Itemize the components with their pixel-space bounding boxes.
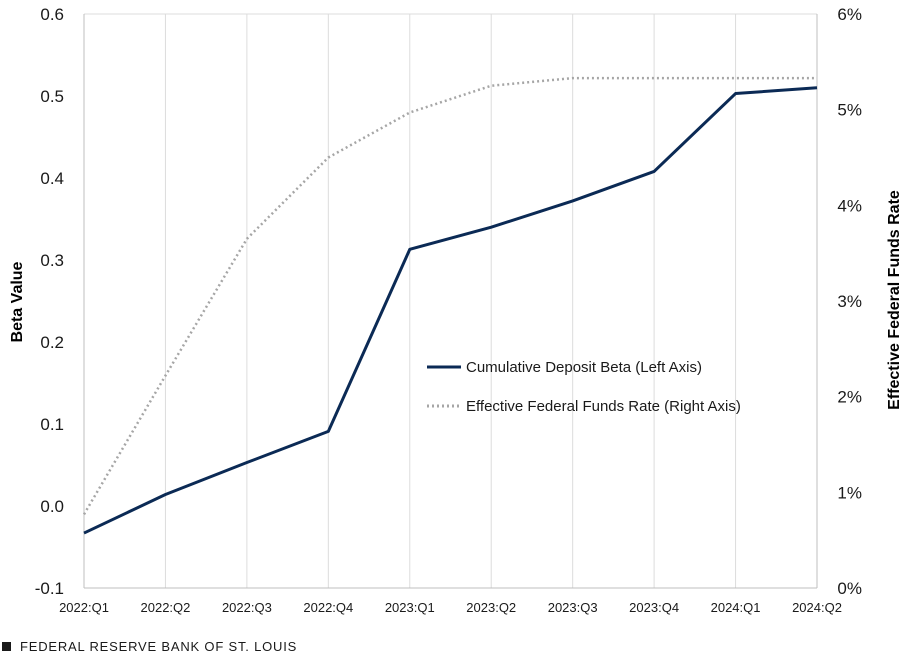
right-tick-label: 3% (837, 292, 862, 311)
legend: Cumulative Deposit Beta (Left Axis) Effe… (427, 359, 741, 415)
left-axis-title: Beta Value (9, 261, 26, 342)
x-tick-label: 2023:Q1 (385, 600, 435, 615)
footer-text: FEDERAL RESERVE BANK OF ST. LOUIS (20, 639, 298, 654)
right-tick-label: 4% (837, 196, 862, 215)
x-tick-label: 2022:Q3 (222, 600, 272, 615)
series-lines (82, 76, 818, 535)
x-tick-label: 2023:Q2 (466, 600, 516, 615)
right-tick-label: 5% (837, 101, 862, 120)
left-tick-label: 0.6 (40, 5, 64, 24)
right-tick-label: 1% (837, 483, 862, 502)
x-tick-label: 2023:Q3 (548, 600, 598, 615)
left-tick-label: 0.2 (40, 333, 64, 352)
x-tick-label: 2022:Q1 (59, 600, 109, 615)
fed-funds-rate-line (82, 76, 817, 515)
left-axis-ticks: -0.1 0.0 0.1 0.2 0.3 0.4 0.5 0.6 (35, 5, 64, 598)
left-tick-label: 0.1 (40, 415, 64, 434)
x-tick-label: 2022:Q4 (303, 600, 353, 615)
left-tick-label: 0.3 (40, 251, 64, 270)
right-tick-label: 6% (837, 5, 862, 24)
right-tick-label: 0% (837, 579, 862, 598)
x-tick-label: 2024:Q1 (711, 600, 761, 615)
left-tick-label: 0.5 (40, 87, 64, 106)
left-tick-label: -0.1 (35, 579, 64, 598)
legend-label-fed-funds: Effective Federal Funds Rate (Right Axis… (466, 398, 741, 415)
chart-canvas: -0.1 0.0 0.1 0.2 0.3 0.4 0.5 0.6 0% 1% 2% 3% 4% 5% 6%… (9, 5, 903, 615)
axes (83, 13, 818, 589)
left-tick-label: 0.4 (40, 169, 64, 188)
x-tick-label: 2022:Q2 (141, 600, 191, 615)
left-tick-label: 0.0 (40, 497, 64, 516)
right-tick-label: 2% (837, 388, 862, 407)
x-tick-label: 2023:Q4 (629, 600, 679, 615)
x-tick-label: 2024:Q2 (792, 600, 842, 615)
x-axis-ticks: 2022:Q1 2022:Q2 2022:Q3 2022:Q4 2023:Q1 2023:… (59, 600, 842, 615)
footer: FEDERAL RESERVE BANK OF ST. LOUIS (2, 639, 297, 654)
right-axis-title: Effective Federal Funds Rate (886, 190, 903, 410)
deposit-beta-line (83, 86, 818, 535)
right-axis-ticks: 0% 1% 2% 3% 4% 5% 6% (837, 5, 862, 598)
legend-label-deposit-beta: Cumulative Deposit Beta (Left Axis) (466, 359, 702, 376)
footer-square-icon (2, 642, 11, 651)
